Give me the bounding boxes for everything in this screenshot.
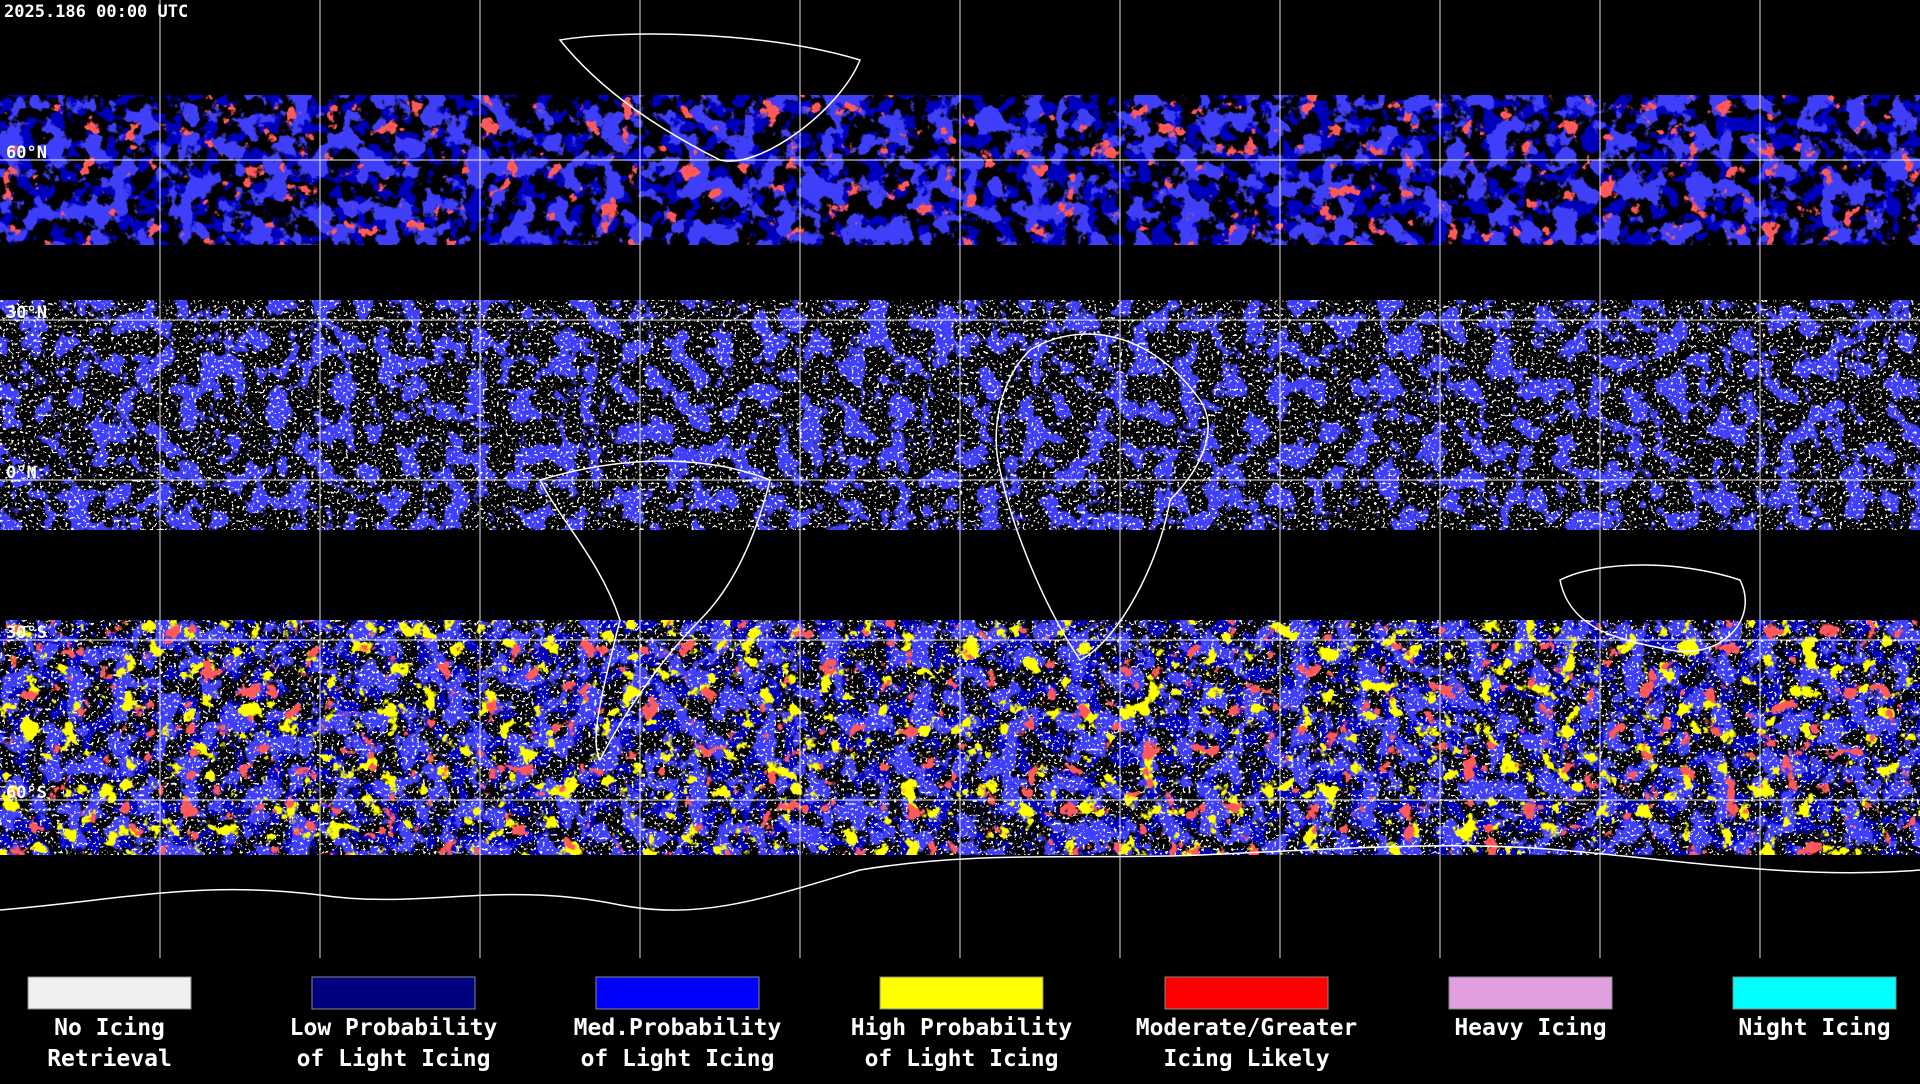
timestamp: 2025.186 00:00 UTC (4, 2, 188, 22)
legend-label: of Light Icing (297, 1046, 491, 1072)
legend-label: No Icing (54, 1015, 165, 1041)
legend-swatch (311, 976, 476, 1010)
lat-label: 0°N (6, 463, 37, 483)
legend-label: High Probability (851, 1015, 1073, 1041)
greenland-coast (558, 33, 862, 162)
lat-label: 60°S (6, 783, 47, 803)
legend-label: Retrieval (47, 1046, 172, 1072)
legend-swatch (595, 976, 760, 1010)
legend-swatch (27, 976, 192, 1010)
legend-label: Heavy Icing (1454, 1015, 1606, 1041)
australia-coast (1559, 564, 1746, 653)
legend-label: of Light Icing (865, 1046, 1059, 1072)
legend-label: Night Icing (1738, 1015, 1890, 1041)
legend-swatch (1164, 976, 1329, 1010)
lat-labels: 60°N 30°N 0°N 30°S 60°S (6, 143, 47, 803)
legend-label: of Light Icing (581, 1046, 775, 1072)
legend-label: Moderate/Greater (1136, 1015, 1358, 1041)
legend-swatch (1448, 976, 1613, 1010)
legend: No Icing Retrieval Low Probability of Light… (27, 976, 1897, 1072)
lat-label: 30°S (6, 623, 47, 643)
lat-label: 60°N (6, 143, 47, 163)
graticule (0, 0, 1920, 958)
legend-label: Med.Probability (574, 1015, 782, 1041)
lat-label: 30°N (6, 303, 47, 323)
legend-label: Icing Likely (1163, 1046, 1329, 1072)
south-america-coast (538, 460, 771, 762)
africa-coast (995, 333, 1209, 661)
legend-swatch (1732, 976, 1897, 1010)
legend-label: Low Probability (290, 1015, 498, 1041)
legend-swatch (879, 976, 1044, 1010)
